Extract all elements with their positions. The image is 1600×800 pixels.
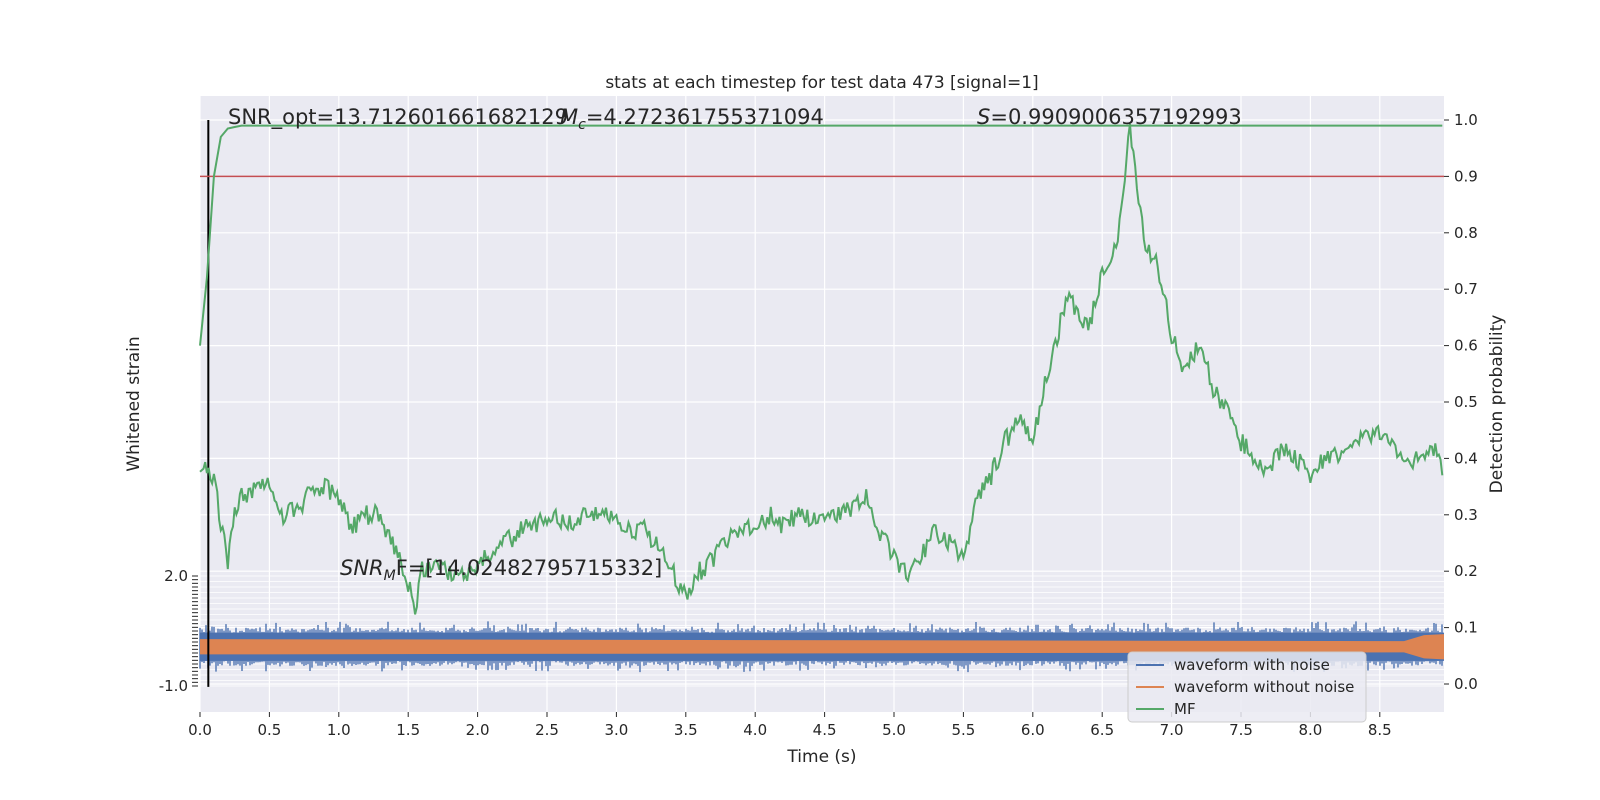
x-tick-label: 5.0	[882, 721, 906, 739]
x-tick-label: 5.5	[951, 721, 975, 739]
y-tick-label: 0.3	[1454, 506, 1478, 524]
x-tick-label: 1.5	[396, 721, 420, 739]
clean-band	[200, 634, 1444, 660]
waveform-without-noise-series	[200, 634, 1444, 660]
y-tick-label: 0.8	[1454, 224, 1478, 242]
strain-tick-top: 2.0	[164, 567, 188, 585]
y-tick-label: 0.7	[1454, 280, 1478, 298]
x-tick-label: 2.0	[466, 721, 490, 739]
x-tick-label: 3.0	[604, 721, 628, 739]
legend-label-noise: waveform with noise	[1174, 656, 1330, 674]
x-axis-label: Time (s)	[786, 747, 856, 767]
mc-annotation: Mc=4.272361755371094	[560, 105, 824, 133]
right-axis-ticks: 0.0 0.1 0.2 0.3 0.4 0.5 0.6 0.7 0.8 0.9 1.0	[1444, 111, 1478, 693]
x-tick-label: 7.0	[1160, 721, 1184, 739]
x-tick-label: 8.5	[1368, 721, 1392, 739]
y-tick-label: 0.4	[1454, 449, 1478, 467]
x-tick-label: 3.5	[674, 721, 698, 739]
x-tick-label: 4.0	[743, 721, 767, 739]
x-tick-label: 0.5	[257, 721, 281, 739]
y-tick-label: 0.9	[1454, 167, 1478, 185]
x-tick-label: 8.0	[1298, 721, 1322, 739]
y-tick-label: 1.0	[1454, 111, 1478, 129]
x-tick-label: 6.0	[1021, 721, 1045, 739]
y-tick-label: 0.5	[1454, 393, 1478, 411]
y-tick-label: 0.1	[1454, 619, 1478, 637]
y-tick-label: 0.0	[1454, 675, 1478, 693]
legend-label-mf: MF	[1174, 700, 1196, 718]
probability-line	[199, 123, 1444, 615]
legend: waveform with noise waveform without noi…	[1127, 651, 1367, 723]
snr-opt-annotation: SNR_opt=13.712601661682129	[228, 105, 568, 130]
y-axis-label-left: Whitened strain	[124, 336, 144, 471]
x-tick-label: 0.0	[188, 721, 212, 739]
y-axis-label-right: Detection probability	[1487, 315, 1507, 494]
x-tick-label: 7.5	[1229, 721, 1253, 739]
legend-label-clean: waveform without noise	[1174, 678, 1354, 696]
y-tick-label: 0.2	[1454, 562, 1478, 580]
strain-tick-bottom: -1.0	[159, 677, 188, 695]
x-tick-label: 2.5	[535, 721, 559, 739]
x-tick-label: 6.5	[1090, 721, 1114, 739]
left-axis-ticks: 2.0 -1.0	[159, 567, 198, 695]
y-tick-label: 0.6	[1454, 337, 1478, 355]
s-annotation: S=0.9909006357192993	[977, 105, 1242, 129]
chart-title: stats at each timestep for test data 473…	[605, 73, 1038, 93]
snr-mf-annotation: SNRMF=[14.02482795715332]	[340, 556, 662, 584]
x-tick-label: 4.5	[813, 721, 837, 739]
legend-box	[1127, 651, 1367, 723]
x-tick-label: 1.0	[327, 721, 351, 739]
mf-line	[199, 124, 1443, 346]
